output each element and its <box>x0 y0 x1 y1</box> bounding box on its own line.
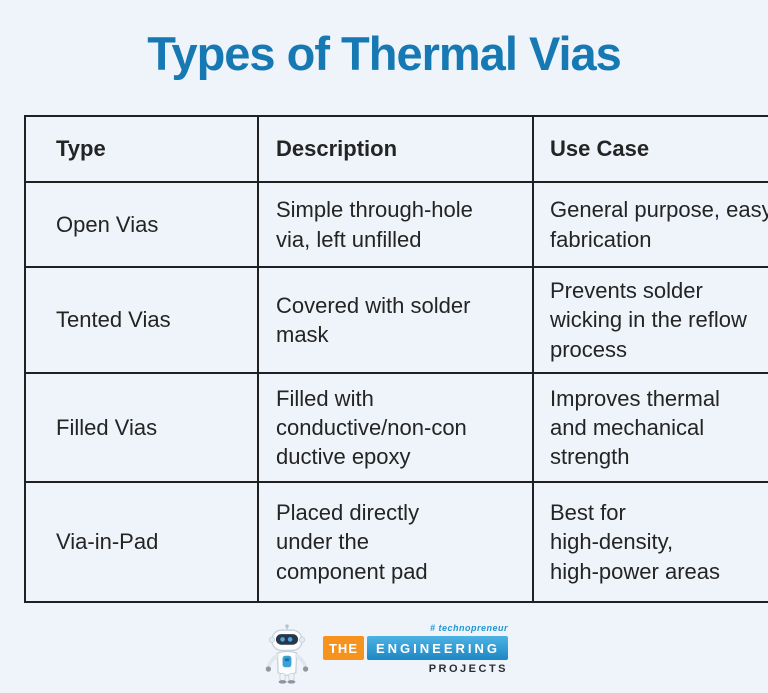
cell-use-case-filled-vias: Improves thermal and mechanical strength <box>532 372 768 483</box>
brand-engineering-badge: ENGINEERING <box>366 636 509 660</box>
table-row: Via-in-Pad Placed directly under the com… <box>24 481 768 603</box>
cell-use-case-open-vias: General purpose, easy fabrication <box>532 181 768 268</box>
table-row: Tented Vias Covered with solder mask Pre… <box>24 266 768 374</box>
brand-name-row: THE ENGINEERING <box>322 636 509 660</box>
cell-type-via-in-pad: Via-in-Pad <box>24 481 259 603</box>
brand-logo-text: # technopreneur THE ENGINEERING PROJECTS <box>322 623 509 685</box>
cell-use-case-tented-vias: Prevents solder wicking in the reflow pr… <box>532 266 768 374</box>
column-header-use-case: Use Case <box>532 115 768 183</box>
cell-description-via-in-pad: Placed directly under the component pad <box>257 481 534 603</box>
table-row: Open Vias Simple through-hole via, left … <box>24 181 768 268</box>
table-header-row: Type Description Use Case <box>24 115 768 183</box>
brand-logo: # technopreneur THE ENGINEERING PROJECTS <box>260 623 509 685</box>
robot-mascot-icon <box>265 624 309 684</box>
page-title: Types of Thermal Vias <box>147 27 622 80</box>
cell-description-filled-vias: Filled with conductive/non-con ductive e… <box>257 372 534 483</box>
cell-description-tented-vias: Covered with solder mask <box>257 266 534 374</box>
brand-tagline: # technopreneur <box>429 623 509 633</box>
brand-projects-label: PROJECTS <box>428 663 509 675</box>
thermal-vias-table: Type Description Use Case Open Vias Simp… <box>24 115 768 603</box>
cell-type-tented-vias: Tented Vias <box>24 266 259 374</box>
brand-the-badge: THE <box>322 636 364 660</box>
cell-type-filled-vias: Filled Vias <box>24 372 259 483</box>
column-header-type: Type <box>24 115 259 183</box>
cell-use-case-via-in-pad: Best for high-density, high-power areas <box>532 481 768 603</box>
cell-description-open-vias: Simple through-hole via, left unfilled <box>257 181 534 268</box>
cell-type-open-vias: Open Vias <box>24 181 259 268</box>
table-row: Filled Vias Filled with conductive/non-c… <box>24 372 768 483</box>
column-header-description: Description <box>257 115 534 183</box>
